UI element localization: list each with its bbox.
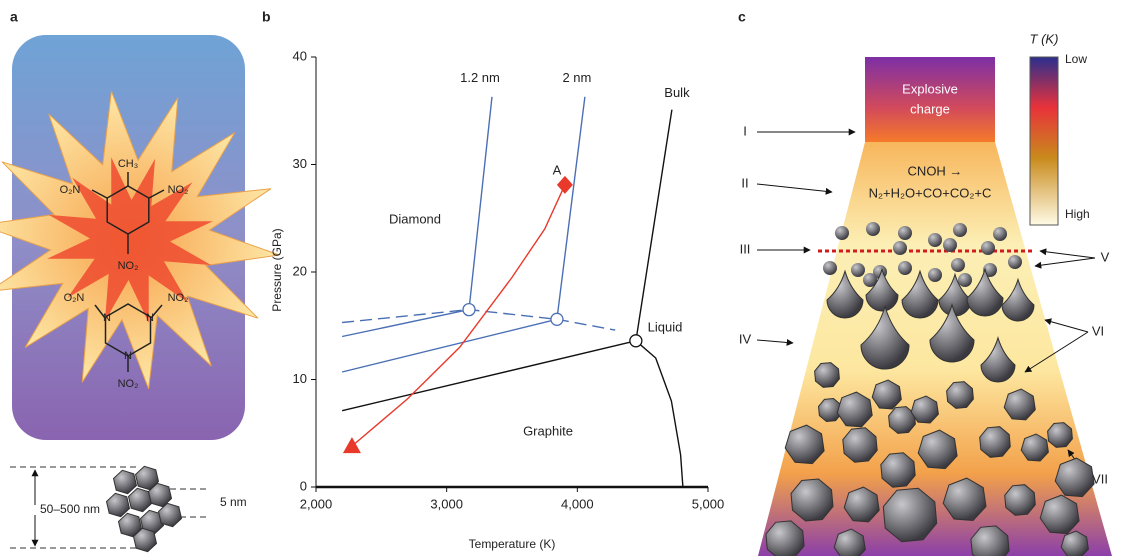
x-tick-label: 4,000 [561,496,594,511]
reaction: CNOH → [908,163,963,178]
atom-label: NO₂ [168,292,189,304]
atom-label: CH₃ [118,158,138,170]
stage-arrow [1040,251,1095,258]
x-axis-label: Temperature (K) [469,537,556,551]
panel-a: a CH₃ O₂N NO₂ NO₂ O₂N NO₂ N N N NO₂ 50–500 nm 5 nm [0,9,279,552]
scale-label: 50–500 nm [40,502,100,516]
stage-label: I [743,123,747,138]
stage-label: IV [739,331,752,346]
figure: a CH₃O₂NNO₂NO₂O₂NNO₂NNNNO₂50–500 nm5 nm … [0,0,1125,556]
nanodiamond [980,427,1011,458]
carbon-cluster [928,233,942,247]
carbon-cluster [898,226,912,240]
colorbar-high: High [1065,207,1090,221]
carbon-cluster [823,261,837,275]
stage-arrow [1045,320,1088,332]
end-marker [557,176,573,194]
nanoparticle [129,488,152,511]
reaction: N₂+H₂O+CO+CO₂+C [869,185,992,200]
atom-label: NO₂ [118,378,139,390]
charge-label: Explosive [902,81,958,96]
atom-label: O₂N [64,292,85,304]
carbon-cluster [835,226,849,240]
x-tick-label: 3,000 [430,496,463,511]
carbon-cluster [951,258,965,272]
nanodiamond [1005,485,1036,516]
carbon-cluster [943,238,957,252]
atom-label: N [146,312,154,324]
nanodiamond [947,382,974,409]
carbon-cluster [898,261,912,275]
series-label: Bulk [664,85,690,100]
nanodiamond [883,488,936,541]
stage-label: III [740,241,751,256]
panel-c: c Explosive charge T (K) Low High CNOH → N₂+H₂… [738,9,1112,556]
y-tick-label: 0 [300,478,307,493]
series-line [342,97,585,372]
nanodiamond [1048,423,1073,448]
carbon-cluster [1008,255,1022,269]
y-tick-label: 30 [293,156,307,171]
nanoparticle [107,493,130,516]
series-line [342,310,615,331]
panel-label: a [10,9,18,25]
explosive-charge [865,57,995,142]
transition-point [630,335,642,347]
nanodiamond [791,479,833,521]
x-tick-label: 5,000 [692,496,725,511]
nanodiamond [843,428,877,462]
panel-label: c [738,9,746,25]
atom-label: N [103,312,111,324]
atom-label: NO₂ [168,184,189,196]
series-line [352,185,565,446]
series-line [636,110,672,341]
carbon-cluster [981,241,995,255]
carbon-cluster [958,273,972,287]
start-marker [343,437,361,453]
series-label: 1.2 nm [460,70,500,85]
colorbar-low: Low [1065,52,1087,66]
series-label: A [553,162,562,177]
colorbar [1030,57,1058,225]
carbon-cluster [993,227,1007,241]
y-axis-label: Pressure (GPa) [270,228,284,311]
nanodiamond [815,363,840,388]
region-label: Diamond [389,211,441,226]
scale-label: 5 nm [220,495,247,509]
x-tick-label: 2,000 [300,496,333,511]
stage-arrow [757,184,832,192]
region-label: Graphite [523,423,573,438]
y-tick-label: 10 [293,371,307,386]
transition-point [551,313,563,325]
carbon-cluster [928,268,942,282]
atom-label: O₂N [60,184,81,196]
nanodiamond [881,453,915,487]
stage-label: VI [1092,323,1104,338]
y-tick-label: 40 [293,48,307,63]
panel-b: b 2,000 3,000 4,000 5,000 0 10 20 30 40 Temperatu… [262,9,724,551]
panel-label: b [262,9,271,25]
atom-label: N [124,350,132,362]
stage-label: II [741,175,748,190]
stage-arrow [1035,258,1095,266]
transition-point [463,304,475,316]
series-line [636,341,683,487]
y-tick-label: 20 [293,263,307,278]
atom-label: NO₂ [118,260,139,272]
page: {"panel_a": {"label": "a", "molecule_lab… [0,0,1125,556]
stage-label: V [1101,249,1110,264]
stage-arrow [757,340,793,343]
region-label: Liquid [648,319,683,334]
series-line [342,341,636,411]
carbon-cluster [893,241,907,255]
colorbar-title: T (K) [1030,31,1059,46]
charge-label: charge [910,101,950,116]
carbon-cluster [953,223,967,237]
nanoparticle [114,470,137,493]
series-label: 2 nm [562,70,591,85]
carbon-cluster [866,222,880,236]
carbon-cluster [851,263,865,277]
